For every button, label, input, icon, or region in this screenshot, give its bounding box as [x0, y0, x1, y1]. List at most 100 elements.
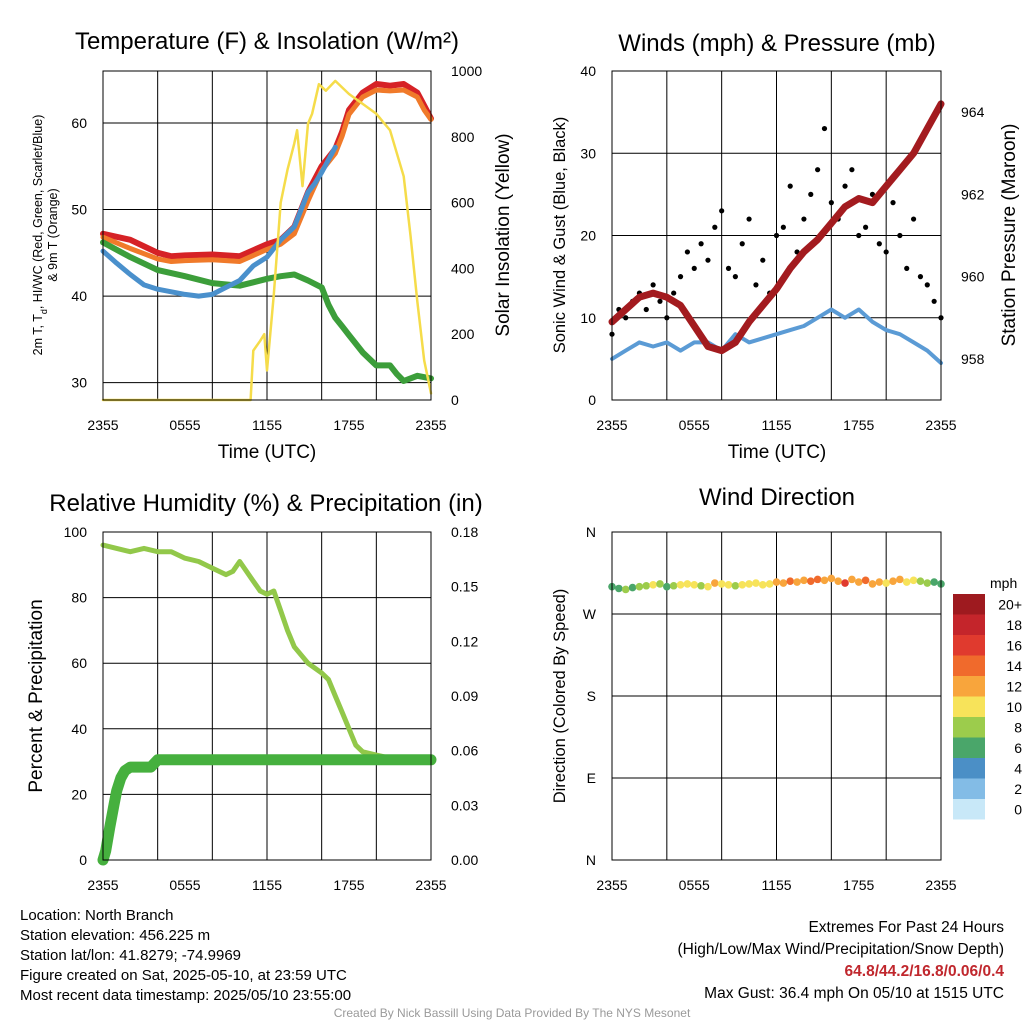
direction-point	[930, 578, 938, 586]
left-tick-label: 60	[71, 115, 87, 131]
direction-point	[896, 575, 904, 584]
extremes-values: 64.8/44.2/16.8/0.06/0.4	[844, 963, 1004, 980]
max-gust-text: Max Gust: 36.4 mph On 05/10 at 1515 UTC	[704, 985, 1004, 1002]
direction-point	[745, 580, 753, 588]
direction-point	[635, 582, 644, 591]
speed-color-legend: mph 20+ 18 16 14 12 10 8 6 4 2 0	[953, 575, 1022, 820]
gust-point	[917, 274, 924, 280]
x-tick-label: 0555	[169, 417, 200, 433]
direction-point	[676, 581, 685, 589]
direction-point	[642, 581, 651, 590]
solar-insolation-line	[101, 79, 433, 402]
plot-frame	[102, 531, 432, 861]
direction-point	[848, 575, 856, 584]
right-tick-label: 1000	[451, 63, 482, 79]
gust-point	[849, 167, 855, 173]
gust-point	[732, 274, 738, 280]
left-tick-label: 40	[71, 721, 87, 737]
legend-label: 6	[1014, 740, 1022, 756]
legend-swatch	[953, 614, 985, 635]
direction-point	[752, 579, 760, 587]
left-tick-label: 40	[71, 288, 87, 304]
direction-point	[758, 581, 767, 589]
legend-swatch	[953, 758, 985, 779]
right-tick-label: 0.15	[451, 579, 478, 595]
extremes-title: Extremes For Past 24 Hours	[808, 919, 1004, 936]
direction-tick-label: W	[583, 606, 597, 622]
gust-point	[664, 315, 670, 321]
legend-label: 8	[1014, 720, 1022, 736]
precipitation-line	[97, 754, 437, 866]
direction-point	[882, 579, 890, 587]
gust-point	[671, 290, 677, 296]
direction-point	[669, 581, 678, 590]
gust-point	[780, 224, 786, 230]
direction-tick-label: N	[586, 852, 596, 868]
x-tick-label: 1155	[252, 877, 282, 893]
x-tick-label: 2355	[596, 877, 627, 893]
right-tick-label: 800	[451, 129, 475, 145]
gust-point	[856, 232, 862, 239]
direction-point	[793, 578, 801, 586]
direction-point	[889, 577, 897, 585]
direction-tick-label: S	[587, 688, 596, 704]
y-axis-label: 2m T, Td, HI/WC (Red, Green, Scarlet/Blu…	[31, 115, 49, 356]
x-tick-label: 2355	[415, 877, 446, 893]
direction-point	[738, 581, 747, 589]
right-tick-label: 960	[961, 269, 985, 285]
legend-title: mph	[990, 575, 1017, 591]
sonic-wind-line	[610, 307, 943, 365]
gust-point	[787, 183, 793, 189]
right-tick-label: 0.00	[451, 852, 478, 868]
gust-point	[883, 249, 889, 255]
right-tick-label: 600	[451, 195, 475, 211]
plot-frame	[611, 531, 942, 861]
y-axis-label: Sonic Wind & Gust (Blue, Black)	[551, 117, 569, 354]
direction-point	[690, 581, 699, 589]
y-axis-label-line2: & 9m T (Orange)	[46, 188, 60, 281]
x-tick-label: 1755	[843, 417, 874, 433]
gust-point	[863, 224, 869, 230]
gust-point	[828, 200, 834, 206]
gust-point	[746, 216, 752, 222]
gust-point	[739, 241, 745, 247]
x-tick-label: 1755	[333, 417, 364, 433]
direction-point	[854, 578, 863, 586]
direction-point	[834, 577, 842, 585]
legend-swatch	[953, 717, 985, 738]
latlon-text: Station lat/lon: 41.8279; -74.9969	[20, 947, 242, 964]
gust-point	[650, 282, 656, 288]
y2-axis-label: Station Pressure (Maroon)	[999, 124, 1020, 347]
humidity-precip-panel: 2355 0555 1155 1755 23550204060801000.000.03…	[26, 490, 483, 893]
legend-swatch	[953, 778, 985, 799]
recent-data-text: Most recent data timestamp: 2025/05/10 2…	[20, 987, 352, 1004]
left-tick-label: 50	[71, 202, 87, 218]
gust-point	[801, 216, 807, 222]
gust-point	[773, 232, 780, 239]
right-tick-label: 200	[451, 326, 475, 342]
direction-point	[628, 583, 637, 592]
gust-point	[705, 257, 711, 263]
right-tick-label: 0.03	[451, 797, 478, 813]
direction-tick-label: N	[586, 524, 596, 540]
gust-point	[623, 315, 629, 321]
right-tick-label: 400	[451, 260, 475, 276]
legend-swatch	[953, 676, 985, 697]
gust-point	[677, 274, 684, 280]
direction-point	[663, 582, 671, 591]
direction-point	[683, 580, 692, 588]
direction-point	[861, 576, 870, 585]
relative-humidity-line	[100, 542, 434, 761]
legend-label: 0	[1014, 802, 1022, 818]
right-tick-label: 0.18	[451, 524, 478, 540]
left-tick-label: 20	[580, 228, 596, 244]
gust-point	[725, 265, 732, 271]
direction-point	[615, 584, 623, 593]
direction-point	[724, 581, 733, 589]
direction-point	[806, 577, 815, 585]
direction-point	[711, 579, 719, 587]
right-tick-label: 962	[961, 186, 985, 202]
extremes-subtitle: (High/Low/Max Wind/Precipitation/Snow De…	[677, 941, 1005, 958]
